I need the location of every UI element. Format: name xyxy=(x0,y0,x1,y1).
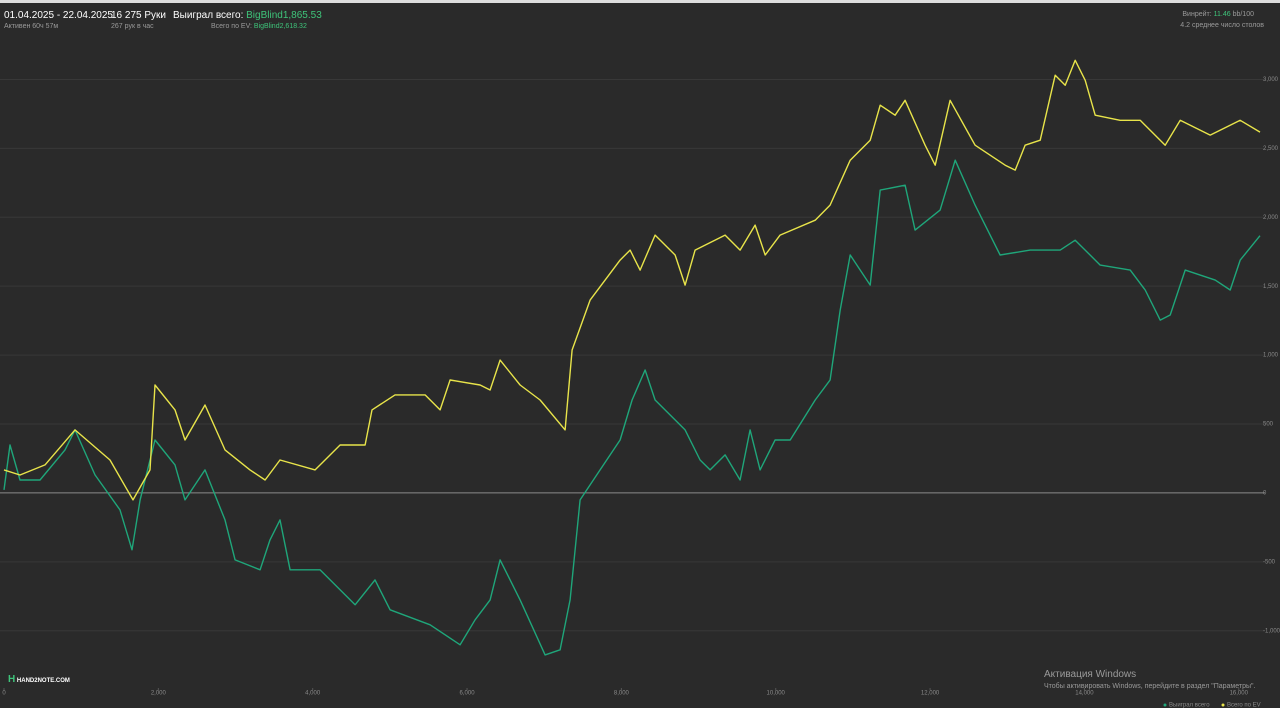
won-label: Выиграл всего: xyxy=(173,10,244,21)
winrate-label: Винрейт: xyxy=(1182,11,1212,18)
winrate-value: 11.46 xyxy=(1213,11,1231,18)
x-tick-label: 0 xyxy=(2,691,6,697)
x-tick-label: 12,000 xyxy=(921,691,940,697)
x-tick-label: 4,000 xyxy=(305,691,321,697)
legend-marker xyxy=(1163,703,1167,707)
y-tick-label: -500 xyxy=(1263,559,1276,565)
logo-text: HAND2NOTE.COM xyxy=(16,678,70,684)
y-tick-label: 0 xyxy=(1263,490,1267,496)
date-range: 01.04.2025 - 22.04.2025 xyxy=(4,10,113,21)
x-tick-label: 10,000 xyxy=(767,691,786,697)
top-border xyxy=(0,0,1280,3)
watermark-text: Чтобы активировать Windows, перейдите в … xyxy=(1044,683,1256,690)
ev-value: BigBlind2,618.32 xyxy=(253,23,307,30)
series-line xyxy=(3,59,1261,501)
y-tick-label: -1,000 xyxy=(1263,628,1280,634)
x-tick-label: 8,000 xyxy=(614,691,630,697)
hands: 16 275 Руки xyxy=(111,10,166,21)
winrate-unit: bb/100 xyxy=(1232,11,1254,18)
tables: 4.2 среднее число столов xyxy=(1180,22,1264,29)
legend-label: Всего по EV xyxy=(1227,703,1261,708)
ev: Всего по EV: BigBlind2,618.32 xyxy=(211,23,307,30)
active-time: Активен 60ч 57м xyxy=(4,23,59,30)
watermark-title: Активация Windows xyxy=(1044,669,1137,680)
x-tick-label: 14,000 xyxy=(1075,691,1094,697)
y-tick-label: 3,000 xyxy=(1263,77,1279,83)
legend-label: Выиграл всего xyxy=(1169,703,1210,708)
y-tick-label: 2,500 xyxy=(1263,146,1279,152)
y-tick-label: 500 xyxy=(1263,422,1274,428)
series-line xyxy=(3,159,1261,656)
y-tick-label: 1,500 xyxy=(1263,284,1279,290)
x-tick-label: 2,000 xyxy=(151,691,167,697)
logo: H HAND2NOTE.COM xyxy=(8,674,70,685)
legend-marker xyxy=(1221,703,1225,707)
winrate: Винрейт: 11.46 bb/100 xyxy=(1182,11,1254,18)
y-tick-label: 2,000 xyxy=(1263,215,1279,221)
hands-per-hour: 267 рук в час xyxy=(111,23,154,30)
won-value: BigBlind1,865.53 xyxy=(246,10,322,21)
won: Выиграл всего: BigBlind1,865.53 xyxy=(173,10,322,21)
x-tick-label: 16,000 xyxy=(1230,691,1249,697)
y-tick-label: 1,000 xyxy=(1263,353,1279,359)
ev-label: Всего по EV: xyxy=(211,23,252,30)
x-tick-label: 6,000 xyxy=(460,691,476,697)
